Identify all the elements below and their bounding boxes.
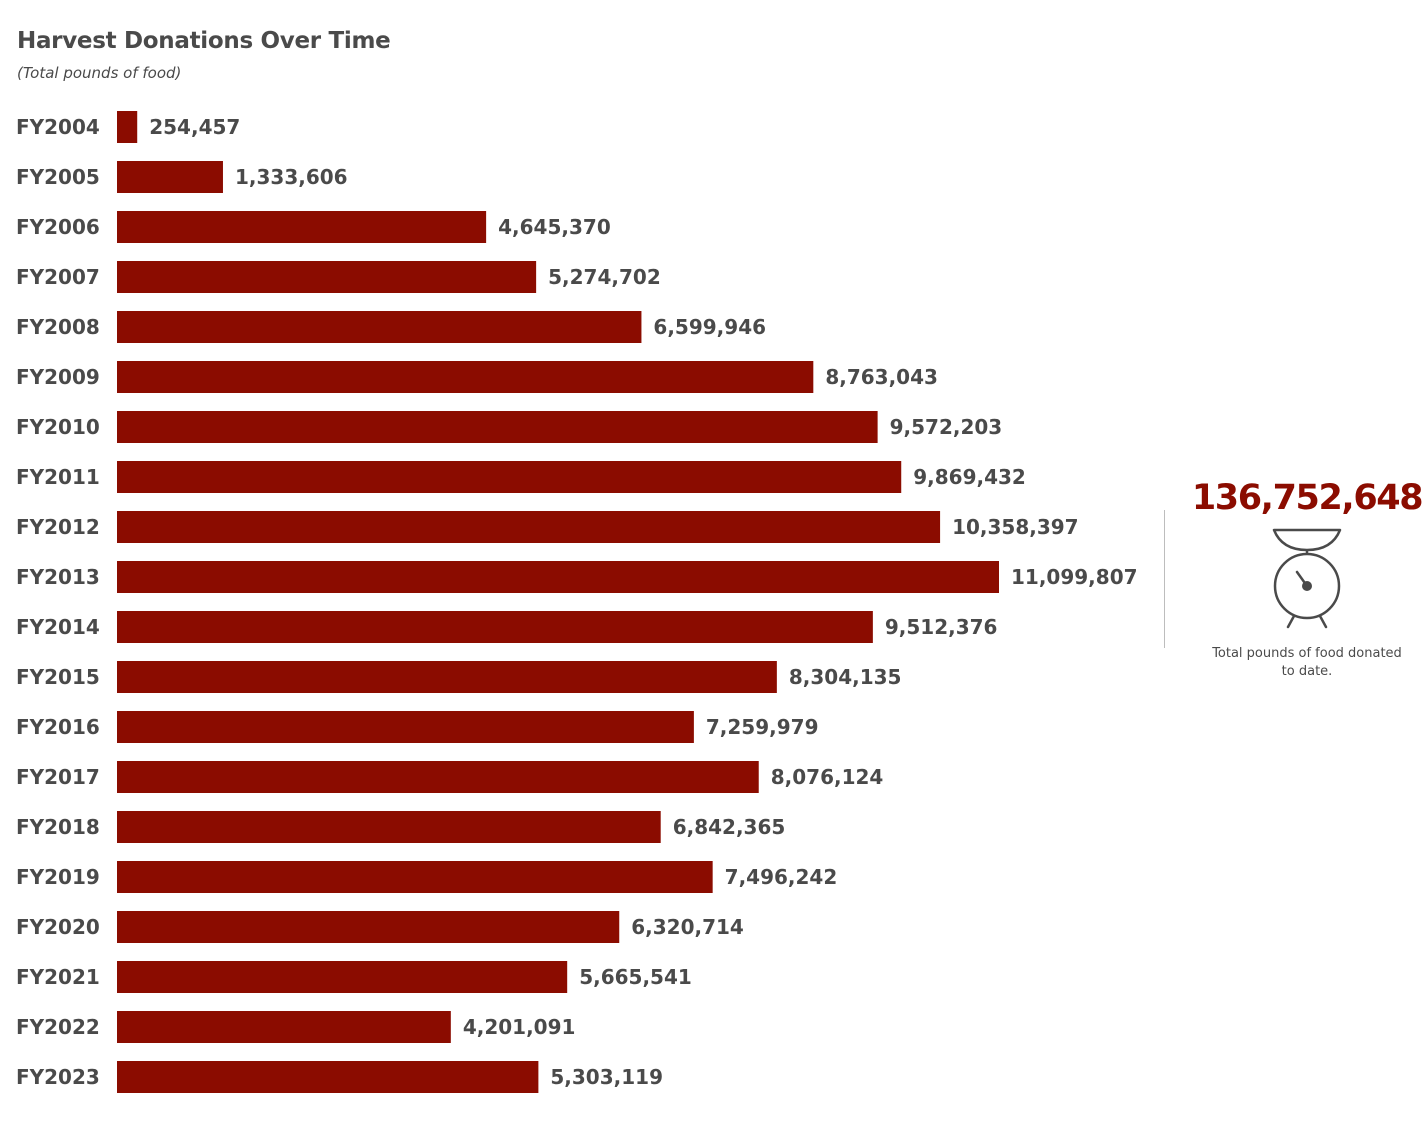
bar [117,261,537,293]
category-label: FY2023 [16,1065,100,1089]
total-value: 136,752,648 [1191,478,1424,518]
value-label: 9,869,432 [913,465,1026,489]
value-label: 4,645,370 [498,215,611,239]
value-label: 254,457 [149,115,240,139]
bar [117,161,223,193]
category-label: FY2019 [16,865,100,889]
scale-icon [1272,528,1342,629]
category-label: FY2018 [16,815,100,839]
value-label: 6,842,365 [673,815,786,839]
bar [117,711,694,743]
category-label: FY2012 [16,515,100,539]
chart-title: Harvest Donations Over Time [17,28,391,54]
category-label: FY2009 [16,365,100,389]
category-label: FY2011 [16,465,100,489]
bar [117,911,620,943]
bar [117,961,568,993]
category-label: FY2004 [16,115,100,139]
category-label: FY2013 [16,565,100,589]
bar [117,1011,451,1043]
value-label: 6,320,714 [631,915,744,939]
bar [117,211,487,243]
value-label: 8,763,043 [825,365,938,389]
category-label: FY2017 [16,765,100,789]
bar [117,561,999,593]
value-label: 9,572,203 [890,415,1003,439]
category-label: FY2010 [16,415,100,439]
category-label: FY2022 [16,1015,100,1039]
value-label: 11,099,807 [1011,565,1138,589]
value-label: 1,333,606 [235,165,348,189]
value-label: 8,304,135 [789,665,902,689]
chart-subtitle: (Total pounds of food) [17,64,182,82]
bar [117,811,661,843]
bar-chart: FY2004 254,457 FY2005 1,333,606 FY2006 4,645,… [16,111,1138,1093]
category-label: FY2007 [16,265,100,289]
bar [117,611,873,643]
value-label: 7,496,242 [725,865,838,889]
bar [117,461,902,493]
bar [117,111,138,143]
category-label: FY2005 [16,165,100,189]
bar [117,411,878,443]
value-label: 9,512,376 [885,615,998,639]
value-label: 6,599,946 [653,315,766,339]
bar [117,861,713,893]
value-label: 10,358,397 [952,515,1079,539]
bar [117,1061,539,1093]
category-label: FY2020 [16,915,100,939]
category-label: FY2008 [16,315,100,339]
total-caption: Total pounds of food donated to date. [1212,646,1402,679]
category-label: FY2006 [16,215,100,239]
category-label: FY2016 [16,715,100,739]
value-label: 5,665,541 [579,965,692,989]
value-label: 7,259,979 [706,715,819,739]
value-label: 8,076,124 [771,765,884,789]
category-label: FY2015 [16,665,100,689]
value-label: 5,274,702 [548,265,661,289]
value-label: 5,303,119 [550,1065,663,1089]
category-label: FY2014 [16,615,100,639]
bar [117,311,642,343]
bar [117,511,941,543]
category-label: FY2021 [16,965,100,989]
bar [117,661,777,693]
divider [1164,510,1165,648]
bar [117,361,814,393]
bar [117,761,759,793]
value-label: 4,201,091 [463,1015,576,1039]
